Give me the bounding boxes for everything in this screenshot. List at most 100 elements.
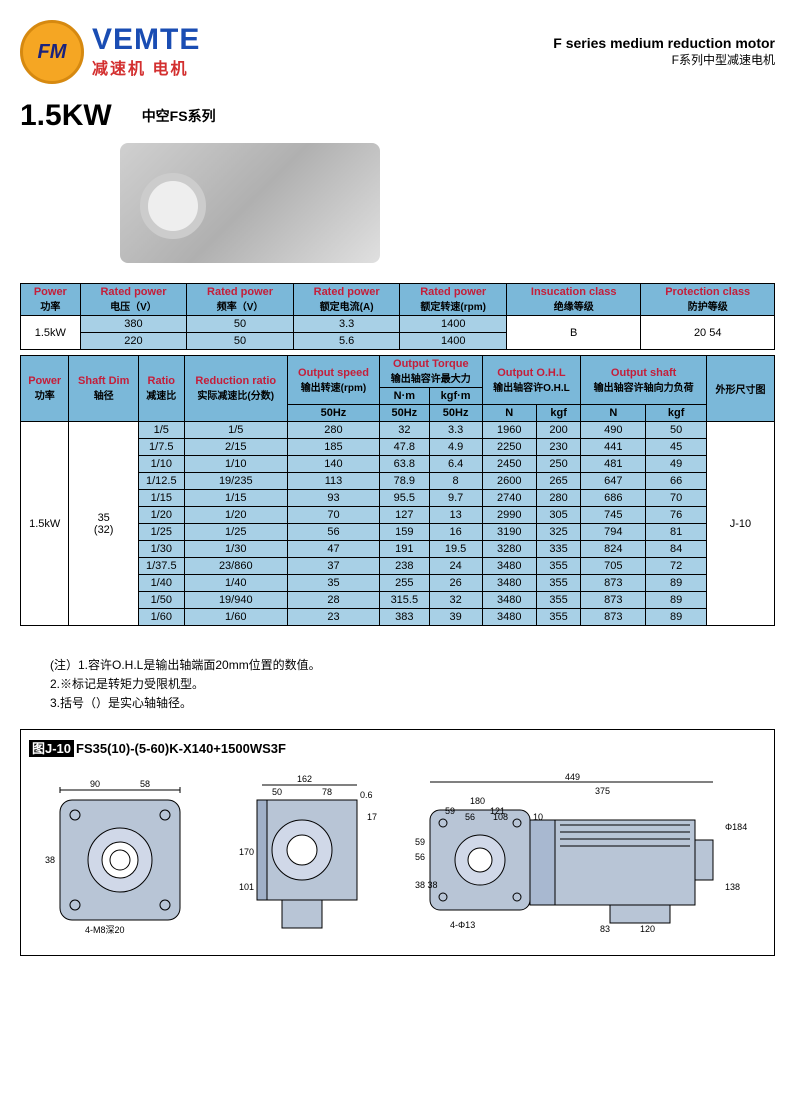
table-cell: 66 bbox=[646, 473, 707, 490]
table-cell: 2/15 bbox=[184, 439, 287, 456]
svg-text:449: 449 bbox=[565, 772, 580, 782]
svg-text:59: 59 bbox=[445, 806, 455, 816]
table-cell: 81 bbox=[646, 524, 707, 541]
table-cell: 2600 bbox=[482, 473, 536, 490]
table-cell: 37 bbox=[287, 558, 379, 575]
table-cell: 140 bbox=[287, 456, 379, 473]
brand-english: VEMTE bbox=[92, 25, 200, 55]
svg-text:162: 162 bbox=[297, 774, 312, 784]
table-cell: 481 bbox=[581, 456, 646, 473]
svg-text:56: 56 bbox=[415, 852, 425, 862]
table-cell: 3480 bbox=[482, 558, 536, 575]
technical-drawing: 图J-10FS35(10)-(5-60)K-X140+1500WS3F 90 5… bbox=[20, 729, 775, 956]
svg-text:90: 90 bbox=[90, 779, 100, 789]
table-cell: 238 bbox=[380, 558, 430, 575]
table-cell: 2740 bbox=[482, 490, 536, 507]
table-cell: 325 bbox=[536, 524, 580, 541]
table-cell: 280 bbox=[287, 422, 379, 439]
table-cell: 200 bbox=[536, 422, 580, 439]
table-cell: 1/60 bbox=[138, 609, 184, 626]
table-cell: 159 bbox=[380, 524, 430, 541]
spec-table-2: Power功率 Shaft Dim轴径 Ratio减速比 Reduction r… bbox=[20, 355, 775, 626]
svg-text:38: 38 bbox=[45, 855, 55, 865]
t2-power: 1.5kW bbox=[21, 422, 69, 626]
svg-text:4-M8深20: 4-M8深20 bbox=[85, 925, 125, 935]
table-cell: 873 bbox=[581, 609, 646, 626]
svg-text:38 38: 38 38 bbox=[415, 880, 438, 890]
table-cell: 9.7 bbox=[429, 490, 482, 507]
table-cell: 47.8 bbox=[380, 439, 430, 456]
table-cell: 76 bbox=[646, 507, 707, 524]
table-cell: 127 bbox=[380, 507, 430, 524]
table-cell: 2990 bbox=[482, 507, 536, 524]
table-cell: 705 bbox=[581, 558, 646, 575]
page-title-cn: F系列中型减速电机 bbox=[553, 51, 775, 68]
svg-text:0.6: 0.6 bbox=[360, 790, 373, 800]
table-cell: 355 bbox=[536, 592, 580, 609]
table-cell: 6.4 bbox=[429, 456, 482, 473]
table-cell: 355 bbox=[536, 558, 580, 575]
svg-text:59: 59 bbox=[415, 837, 425, 847]
table-cell: 873 bbox=[581, 575, 646, 592]
table-cell: 191 bbox=[380, 541, 430, 558]
svg-text:50: 50 bbox=[272, 787, 282, 797]
table-cell: 1/20 bbox=[184, 507, 287, 524]
table-cell: 2450 bbox=[482, 456, 536, 473]
svg-text:138: 138 bbox=[725, 882, 740, 892]
table-cell: 84 bbox=[646, 541, 707, 558]
table-cell: 1/30 bbox=[184, 541, 287, 558]
table-cell: 383 bbox=[380, 609, 430, 626]
table-cell: 3190 bbox=[482, 524, 536, 541]
table-cell: 1/50 bbox=[138, 592, 184, 609]
table-cell: 2250 bbox=[482, 439, 536, 456]
table-cell: 3480 bbox=[482, 609, 536, 626]
table-cell: 89 bbox=[646, 609, 707, 626]
table-cell: 255 bbox=[380, 575, 430, 592]
table-cell: 32 bbox=[429, 592, 482, 609]
table-cell: 89 bbox=[646, 575, 707, 592]
table-cell: 355 bbox=[536, 575, 580, 592]
table-cell: 19/235 bbox=[184, 473, 287, 490]
table-cell: 1/40 bbox=[184, 575, 287, 592]
brand-chinese: 减速机 电机 bbox=[92, 55, 200, 79]
table-cell: 13 bbox=[429, 507, 482, 524]
logo: FM VEMTE 减速机 电机 bbox=[20, 20, 200, 84]
table-cell: 16 bbox=[429, 524, 482, 541]
table-cell: 1/25 bbox=[138, 524, 184, 541]
logo-mark: FM bbox=[20, 20, 84, 84]
table-cell: 1/10 bbox=[184, 456, 287, 473]
table-cell: 1/60 bbox=[184, 609, 287, 626]
note-1: (注）1.容许O.H.L是输出轴端面20mm位置的数值。 bbox=[50, 656, 775, 675]
table-cell: 745 bbox=[581, 507, 646, 524]
table-cell: 23 bbox=[287, 609, 379, 626]
svg-text:120: 120 bbox=[640, 924, 655, 934]
table-cell: 4.9 bbox=[429, 439, 482, 456]
table-cell: 1960 bbox=[482, 422, 536, 439]
table-cell: 824 bbox=[581, 541, 646, 558]
table-cell: 50 bbox=[646, 422, 707, 439]
page-title-en: F series medium reduction motor bbox=[553, 35, 775, 51]
table-cell: 47 bbox=[287, 541, 379, 558]
table-cell: 1/12.5 bbox=[138, 473, 184, 490]
table-cell: 1/5 bbox=[184, 422, 287, 439]
table-cell: 45 bbox=[646, 439, 707, 456]
table-cell: 3480 bbox=[482, 592, 536, 609]
table-cell: 315.5 bbox=[380, 592, 430, 609]
drawing-view-3: 449 375 180 121 59 56 108 10 59 56 38 38… bbox=[415, 770, 755, 940]
table-cell: 8 bbox=[429, 473, 482, 490]
table-cell: 28 bbox=[287, 592, 379, 609]
table-cell: 185 bbox=[287, 439, 379, 456]
svg-text:Φ184: Φ184 bbox=[725, 822, 747, 832]
table-cell: 1/10 bbox=[138, 456, 184, 473]
svg-text:170: 170 bbox=[239, 847, 254, 857]
table-cell: 70 bbox=[646, 490, 707, 507]
svg-text:78: 78 bbox=[322, 787, 332, 797]
drawing-prefix: 图J-10 bbox=[29, 740, 74, 757]
power-rating: 1.5KW bbox=[20, 99, 112, 133]
svg-text:108: 108 bbox=[493, 812, 508, 822]
table-cell: 39 bbox=[429, 609, 482, 626]
table-cell: 26 bbox=[429, 575, 482, 592]
table-cell: 280 bbox=[536, 490, 580, 507]
notes: (注）1.容许O.H.L是输出轴端面20mm位置的数值。 2.※标记是转矩力受限… bbox=[50, 656, 775, 714]
spec-table-1: Power功率 Rated power电压（V） Rated power频率（V… bbox=[20, 283, 775, 350]
